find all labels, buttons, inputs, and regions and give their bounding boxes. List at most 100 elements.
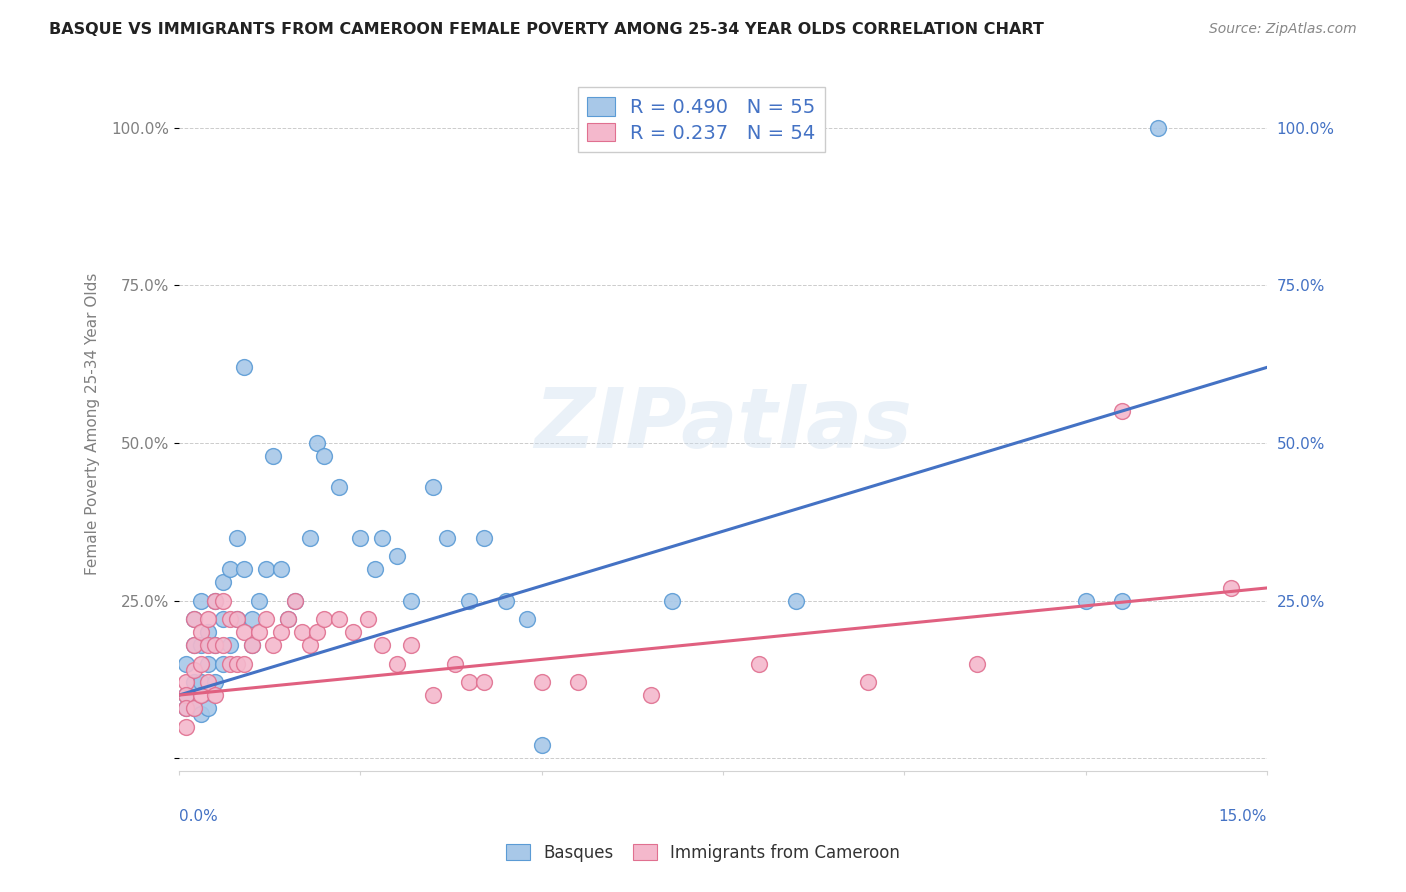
Point — [443, 657, 465, 671]
Point — [197, 625, 219, 640]
Point — [190, 657, 212, 671]
Point — [190, 593, 212, 607]
Point — [262, 449, 284, 463]
Point — [328, 480, 350, 494]
Legend: R = 0.490   N = 55, R = 0.237   N = 54: R = 0.490 N = 55, R = 0.237 N = 54 — [578, 87, 825, 153]
Point — [458, 675, 481, 690]
Point — [226, 657, 249, 671]
Point — [176, 657, 198, 671]
Point — [183, 700, 205, 714]
Point — [856, 675, 879, 690]
Point — [190, 675, 212, 690]
Point — [219, 657, 242, 671]
Point — [176, 700, 198, 714]
Point — [211, 612, 233, 626]
Point — [233, 657, 256, 671]
Text: Source: ZipAtlas.com: Source: ZipAtlas.com — [1209, 22, 1357, 37]
Point — [204, 593, 226, 607]
Point — [422, 688, 444, 702]
Point — [211, 593, 233, 607]
Point — [385, 657, 408, 671]
Point — [364, 562, 387, 576]
Point — [219, 562, 242, 576]
Point — [183, 612, 205, 626]
Point — [385, 549, 408, 564]
Point — [219, 638, 242, 652]
Point — [567, 675, 589, 690]
Point — [176, 688, 198, 702]
Point — [197, 700, 219, 714]
Point — [247, 625, 270, 640]
Point — [277, 612, 299, 626]
Point — [204, 688, 226, 702]
Point — [254, 562, 277, 576]
Point — [211, 638, 233, 652]
Point — [516, 612, 538, 626]
Point — [305, 436, 328, 450]
Legend: Basques, Immigrants from Cameroon: Basques, Immigrants from Cameroon — [498, 836, 908, 871]
Text: 15.0%: 15.0% — [1219, 809, 1267, 824]
Point — [1074, 593, 1097, 607]
Point — [458, 593, 481, 607]
Point — [277, 612, 299, 626]
Point — [495, 593, 517, 607]
Point — [262, 638, 284, 652]
Point — [1111, 593, 1133, 607]
Point — [284, 593, 307, 607]
Point — [1147, 120, 1170, 135]
Point — [640, 688, 662, 702]
Point — [226, 612, 249, 626]
Point — [966, 657, 988, 671]
Text: 0.0%: 0.0% — [179, 809, 218, 824]
Point — [436, 531, 458, 545]
Point — [197, 657, 219, 671]
Point — [204, 638, 226, 652]
Point — [190, 688, 212, 702]
Point — [197, 638, 219, 652]
Point — [314, 449, 336, 463]
Point — [211, 657, 233, 671]
Point — [371, 531, 394, 545]
Point — [530, 739, 553, 753]
Point — [1219, 581, 1241, 595]
Point — [226, 612, 249, 626]
Point — [211, 574, 233, 589]
Point — [298, 638, 321, 652]
Point — [183, 612, 205, 626]
Point — [176, 720, 198, 734]
Point — [190, 638, 212, 652]
Point — [183, 638, 205, 652]
Point — [240, 638, 263, 652]
Point — [176, 700, 198, 714]
Point — [291, 625, 314, 640]
Point — [233, 360, 256, 375]
Point — [284, 593, 307, 607]
Point — [661, 593, 683, 607]
Point — [183, 675, 205, 690]
Point — [785, 593, 807, 607]
Point — [422, 480, 444, 494]
Point — [357, 612, 380, 626]
Point — [233, 625, 256, 640]
Point — [254, 612, 277, 626]
Y-axis label: Female Poverty Among 25-34 Year Olds: Female Poverty Among 25-34 Year Olds — [86, 273, 100, 575]
Point — [183, 700, 205, 714]
Point — [197, 612, 219, 626]
Point — [472, 531, 495, 545]
Point — [305, 625, 328, 640]
Point — [197, 675, 219, 690]
Point — [748, 657, 770, 671]
Point — [314, 612, 336, 626]
Point — [371, 638, 394, 652]
Point — [270, 625, 292, 640]
Point — [190, 706, 212, 721]
Point — [399, 593, 422, 607]
Point — [1111, 404, 1133, 418]
Point — [342, 625, 364, 640]
Point — [240, 638, 263, 652]
Point — [240, 612, 263, 626]
Point — [530, 675, 553, 690]
Point — [219, 612, 242, 626]
Point — [176, 688, 198, 702]
Point — [270, 562, 292, 576]
